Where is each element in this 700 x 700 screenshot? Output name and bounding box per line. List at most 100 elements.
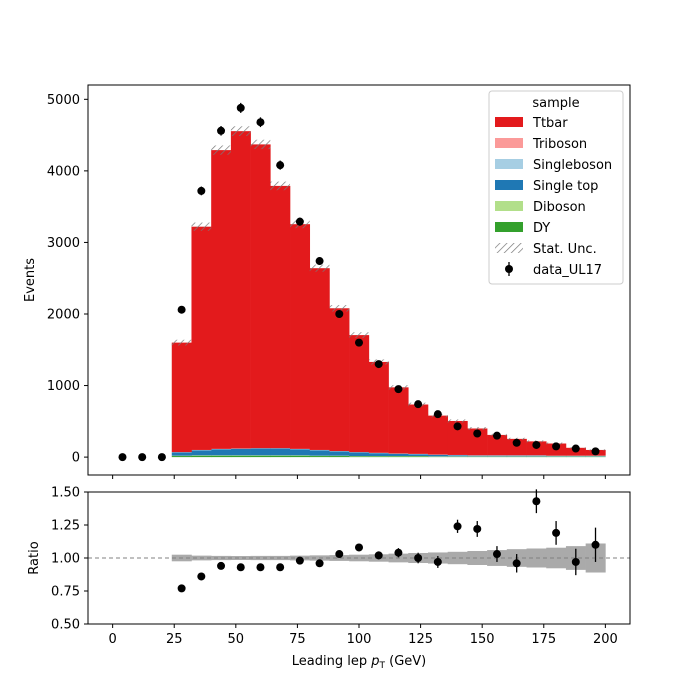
- bar-dy-8: [329, 456, 350, 458]
- ratio-band-14: [447, 551, 468, 565]
- bar-dy-4: [250, 455, 271, 458]
- legend-swatch-stat-unc: [495, 243, 523, 253]
- ratio-point-21: [591, 540, 600, 549]
- legend-swatch-triboson: [495, 138, 523, 148]
- data-point-21: [532, 440, 541, 449]
- bar-dy-10: [368, 456, 389, 458]
- bar-single-top-13: [427, 454, 448, 457]
- ratio-point-14: [453, 522, 462, 531]
- bar-dy-12: [408, 456, 429, 458]
- legend-title: sample: [532, 96, 579, 111]
- ratio-y-tick-label-0: 0.50: [51, 618, 80, 633]
- legend: sample Ttbar Triboson Singleboson Single to…: [488, 90, 624, 285]
- bar-single-top-0: [171, 452, 192, 456]
- legend-swatch-ttbar: [495, 117, 523, 127]
- legend-swatch-single-top: [495, 180, 523, 190]
- bar-single-top-1: [191, 450, 212, 456]
- ratio-point-10: [374, 551, 383, 560]
- stat-unc-hatch-5: [270, 181, 291, 191]
- ratio-x-tick-label-8: 200: [593, 632, 618, 647]
- ratio-point-1: [197, 572, 206, 581]
- bar-dy-2: [211, 455, 232, 458]
- data-point-8: [276, 161, 285, 170]
- ratio-point-3: [236, 563, 245, 572]
- legend-label-stat-unc: Stat. Unc.: [533, 242, 597, 257]
- bar-ttbar-2: [211, 150, 232, 449]
- legend-label-triboson: Triboson: [532, 137, 587, 152]
- bar-ttbar-15: [467, 428, 488, 456]
- ratio-x-ticks: 0 25 50 75 100 125 150 175 200: [108, 624, 618, 647]
- bar-single-top-6: [290, 449, 311, 456]
- ratio-y-axis-label: Ratio: [27, 541, 42, 574]
- ratio-x-tick-label-7: 175: [531, 632, 556, 647]
- legend-label-data: data_UL17: [533, 263, 602, 278]
- ratio-point-7: [315, 559, 324, 568]
- main-y-tick-label-5: 5000: [47, 93, 80, 108]
- data-point-9: [295, 217, 304, 226]
- data-point-11: [335, 309, 344, 318]
- ratio-band-15: [467, 551, 488, 565]
- ratio-x-tick-label-2: 50: [228, 632, 245, 647]
- bar-ttbar-7: [309, 268, 330, 450]
- legend-swatch-data: [505, 265, 513, 273]
- bar-dy-6: [290, 455, 311, 458]
- bar-single-top-4: [250, 448, 271, 456]
- bar-single-top-17: [506, 455, 527, 457]
- legend-swatch-diboson: [495, 201, 523, 211]
- ratio-band-9: [349, 554, 370, 562]
- data-point-0: [118, 453, 127, 462]
- data-point-6: [236, 103, 245, 112]
- ratio-plot: 0 25 50 75 100 125 150 175 200 0.50 0.75 1.00 1.25 1…: [27, 486, 631, 671]
- main-plot: 0 1000 2000 3000 4000 5000 Events: [23, 84, 631, 479]
- ratio-point-18: [532, 497, 541, 506]
- bar-single-top-9: [349, 452, 370, 457]
- bar-single-top-5: [270, 448, 291, 456]
- bar-dy-0: [171, 456, 192, 458]
- legend-label-diboson: Diboson: [533, 200, 586, 215]
- ratio-point-6: [295, 556, 304, 565]
- x-axis-label: Leading lep pT (GeV): [292, 654, 426, 671]
- ratio-x-tick-label-3: 75: [289, 632, 306, 647]
- data-point-14: [394, 385, 403, 394]
- bar-dy-5: [270, 455, 291, 458]
- ratio-y-tick-label-4: 1.50: [51, 486, 80, 501]
- bar-ttbar-10: [368, 361, 389, 453]
- bar-single-top-16: [487, 455, 508, 457]
- data-point-15: [414, 400, 423, 409]
- stat-unc-hatch-7: [309, 264, 330, 272]
- ratio-point-13: [433, 557, 442, 566]
- data-point-5: [217, 126, 226, 135]
- bar-single-top-15: [467, 455, 488, 457]
- ratio-x-tick-label-6: 150: [470, 632, 495, 647]
- bar-ttbar-4: [250, 144, 271, 449]
- bar-single-top-7: [309, 450, 330, 456]
- bar-ttbar-3: [230, 131, 251, 449]
- bar-ttbar-14: [447, 420, 468, 455]
- data-point-13: [374, 360, 383, 369]
- data-point-19: [492, 431, 501, 440]
- ratio-point-19: [552, 528, 561, 537]
- data-point-22: [552, 442, 561, 451]
- stacked-histogram: [171, 131, 606, 458]
- bar-ttbar-17: [506, 438, 527, 456]
- ratio-x-tick-label-5: 125: [408, 632, 433, 647]
- legend-swatch-singleboson: [495, 159, 523, 169]
- bar-ttbar-8: [329, 308, 350, 452]
- stat-unc-hatch-15: [467, 427, 488, 430]
- bar-single-top-2: [211, 449, 232, 456]
- data-point-16: [433, 410, 442, 419]
- stat-unc-hatch-0: [171, 339, 192, 346]
- bar-ttbar-13: [427, 415, 448, 455]
- ratio-point-12: [414, 554, 423, 562]
- data-points: [118, 102, 600, 462]
- bar-dy-7: [309, 456, 330, 458]
- ratio-point-15: [473, 524, 482, 533]
- data-point-1: [138, 453, 147, 462]
- data-point-24: [591, 447, 600, 456]
- data-point-10: [315, 257, 324, 266]
- data-point-23: [571, 444, 580, 453]
- legend-swatch-dy: [495, 222, 523, 232]
- legend-items: Ttbar Triboson Singleboson Single top Diboso…: [495, 116, 612, 278]
